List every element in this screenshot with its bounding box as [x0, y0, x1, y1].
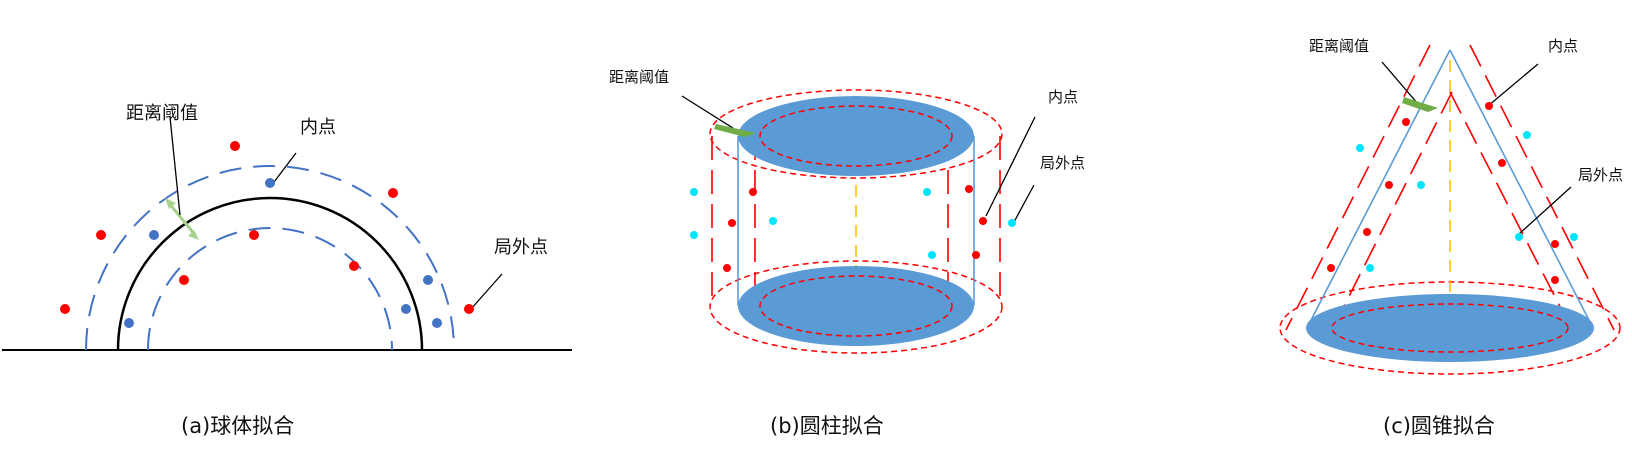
- inlier-point: [965, 185, 973, 193]
- cone-side-right: [1449, 49, 1593, 327]
- distance-leader-line: [681, 95, 737, 131]
- outlier-leader-line: [470, 273, 503, 310]
- inlier-point: [1363, 228, 1371, 236]
- distance-threshold-arrow: [1402, 97, 1438, 112]
- outlier-point: [60, 304, 70, 314]
- outlier-point: [230, 141, 240, 151]
- cylinder-top-outer-threshold: [709, 89, 1003, 179]
- sphere-points: [60, 141, 474, 328]
- inlier-point: [265, 178, 275, 188]
- outlier-leader-line: [1518, 186, 1572, 235]
- inlier-point: [723, 264, 731, 272]
- distance-threshold-arrow: [166, 201, 198, 237]
- inlier-leader-line: [270, 152, 297, 187]
- outlier-point: [464, 304, 474, 314]
- sphere-surface: [116, 196, 424, 351]
- arrowhead-bottom: [188, 230, 199, 240]
- inlier-point: [1485, 102, 1493, 110]
- distance-threshold-label: 距离阈值: [126, 103, 198, 124]
- outlier-point: [179, 275, 189, 285]
- panel-caption: (b)圆柱拟合: [770, 414, 884, 438]
- outlier-point: [388, 188, 398, 198]
- cone-points: [1327, 102, 1578, 284]
- inlier-leader-line: [1487, 63, 1539, 107]
- inlier-point: [1498, 159, 1506, 167]
- inlier-point: [1551, 276, 1559, 284]
- cylinder-top-surface: [738, 96, 974, 176]
- inlier-label: 内点: [1548, 37, 1578, 55]
- outlier-point: [249, 230, 259, 240]
- inlier-point: [1551, 240, 1559, 248]
- outlier-leader-line: [1013, 184, 1035, 223]
- panel-sphere: 距离阈值 内点 局外点 (a)球体拟合: [2, 103, 572, 438]
- outlier-point: [690, 188, 698, 196]
- cylinder-points: [690, 185, 1016, 272]
- cylinder-bottom-inner-threshold: [759, 275, 953, 337]
- inner-threshold-left: [1331, 91, 1453, 331]
- inlier-label: 内点: [1048, 88, 1078, 106]
- outlier-point: [1366, 264, 1374, 272]
- cylinder-bottom-surface: [738, 266, 974, 346]
- outlier-label: 局外点: [494, 237, 548, 258]
- outlier-point: [769, 217, 777, 225]
- outlier-point: [1417, 181, 1425, 189]
- inlier-point: [401, 304, 411, 314]
- sphere-inner-threshold: [147, 227, 393, 351]
- cone-side-left: [1307, 49, 1451, 327]
- outlier-point: [96, 230, 106, 240]
- distance-leader-line: [1381, 61, 1419, 105]
- outlier-point: [1356, 144, 1364, 152]
- cylinder-top-inner-threshold: [759, 105, 953, 167]
- panel-cone: 距离阈值 内点 局外点 (c)圆锥拟合: [1279, 37, 1623, 438]
- panel-caption: (a)球体拟合: [181, 414, 294, 438]
- inlier-point: [1385, 181, 1393, 189]
- distance-leader-line: [169, 116, 181, 216]
- inlier-point: [1402, 118, 1410, 126]
- inlier-point: [979, 217, 987, 225]
- outlier-point: [928, 251, 936, 259]
- outlier-point: [1515, 233, 1523, 241]
- distance-threshold-arrow: [714, 124, 756, 137]
- inlier-point: [749, 188, 757, 196]
- inner-threshold-right: [1449, 91, 1573, 331]
- inlier-point: [124, 318, 134, 328]
- cone-base-surface: [1306, 294, 1594, 362]
- inlier-point: [1327, 264, 1335, 272]
- inlier-point: [149, 230, 159, 240]
- outlier-point: [349, 261, 359, 271]
- cylinder-bottom-outer-threshold: [709, 260, 1003, 354]
- panel-cylinder: 距离阈值 内点 局外点 (b)圆柱拟合: [609, 68, 1085, 438]
- outlier-point: [1523, 131, 1531, 139]
- sphere-outer-threshold: [85, 165, 455, 351]
- distance-threshold-label: 距离阈值: [609, 68, 669, 86]
- panel-caption: (c)圆锥拟合: [1383, 414, 1495, 438]
- distance-threshold-label: 距离阈值: [1309, 37, 1369, 55]
- outlier-label: 局外点: [1040, 154, 1085, 172]
- inlier-point: [423, 275, 433, 285]
- outlier-point: [690, 231, 698, 239]
- outlier-point: [1570, 233, 1578, 241]
- inlier-leader-line: [985, 116, 1036, 217]
- inlier-point: [972, 251, 980, 259]
- outer-threshold-left: [1285, 44, 1431, 331]
- outlier-point: [1008, 219, 1016, 227]
- inlier-point: [728, 219, 736, 227]
- outlier-point: [923, 188, 931, 196]
- inlier-point: [432, 318, 442, 328]
- arrowhead-top: [165, 198, 176, 209]
- outer-threshold-right: [1469, 44, 1615, 331]
- cone-base-inner-threshold: [1331, 303, 1569, 353]
- outlier-label: 局外点: [1578, 166, 1623, 184]
- inlier-label: 内点: [300, 117, 336, 138]
